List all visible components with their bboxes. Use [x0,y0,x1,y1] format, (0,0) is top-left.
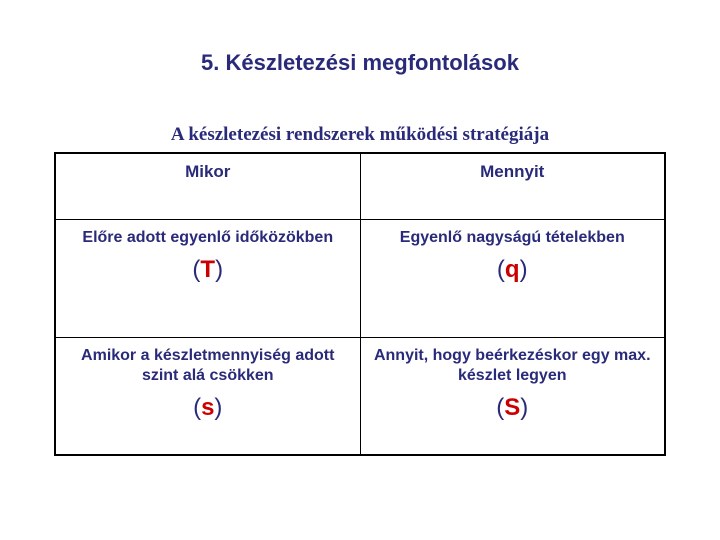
cell-desc: Amikor a készletmennyiség adott szint al… [66,346,350,386]
cell-desc: Annyit, hogy beérkezéskor egy max. készl… [371,346,655,386]
cell-desc: Előre adott egyenlő időközökben [66,228,350,248]
cell-symbol: (S) [371,394,655,422]
cell-desc: Egyenlő nagyságú tételekben [371,228,655,248]
table-row: Amikor a készletmennyiség adott szint al… [55,337,665,455]
table-header-row: Mikor Mennyit [55,153,665,219]
cell-q: Egyenlő nagyságú tételekben (q) [360,219,665,337]
strategy-table: Mikor Mennyit Előre adott egyenlő időköz… [54,152,666,456]
page-subtitle: A készletezési rendszerek működési strat… [0,124,720,146]
cell-symbol: (q) [371,256,655,284]
cell-symbol: (T) [66,256,350,284]
cell-t: Előre adott egyenlő időközökben (T) [55,219,360,337]
header-mikor: Mikor [55,153,360,219]
cell-symbol: (s) [66,394,350,422]
cell-s: Amikor a készletmennyiség adott szint al… [55,337,360,455]
header-mennyit: Mennyit [360,153,665,219]
page-title: 5. Készletezési megfontolások [0,50,720,76]
cell-big-s: Annyit, hogy beérkezéskor egy max. készl… [360,337,665,455]
table-row: Előre adott egyenlő időközökben (T) Egye… [55,219,665,337]
